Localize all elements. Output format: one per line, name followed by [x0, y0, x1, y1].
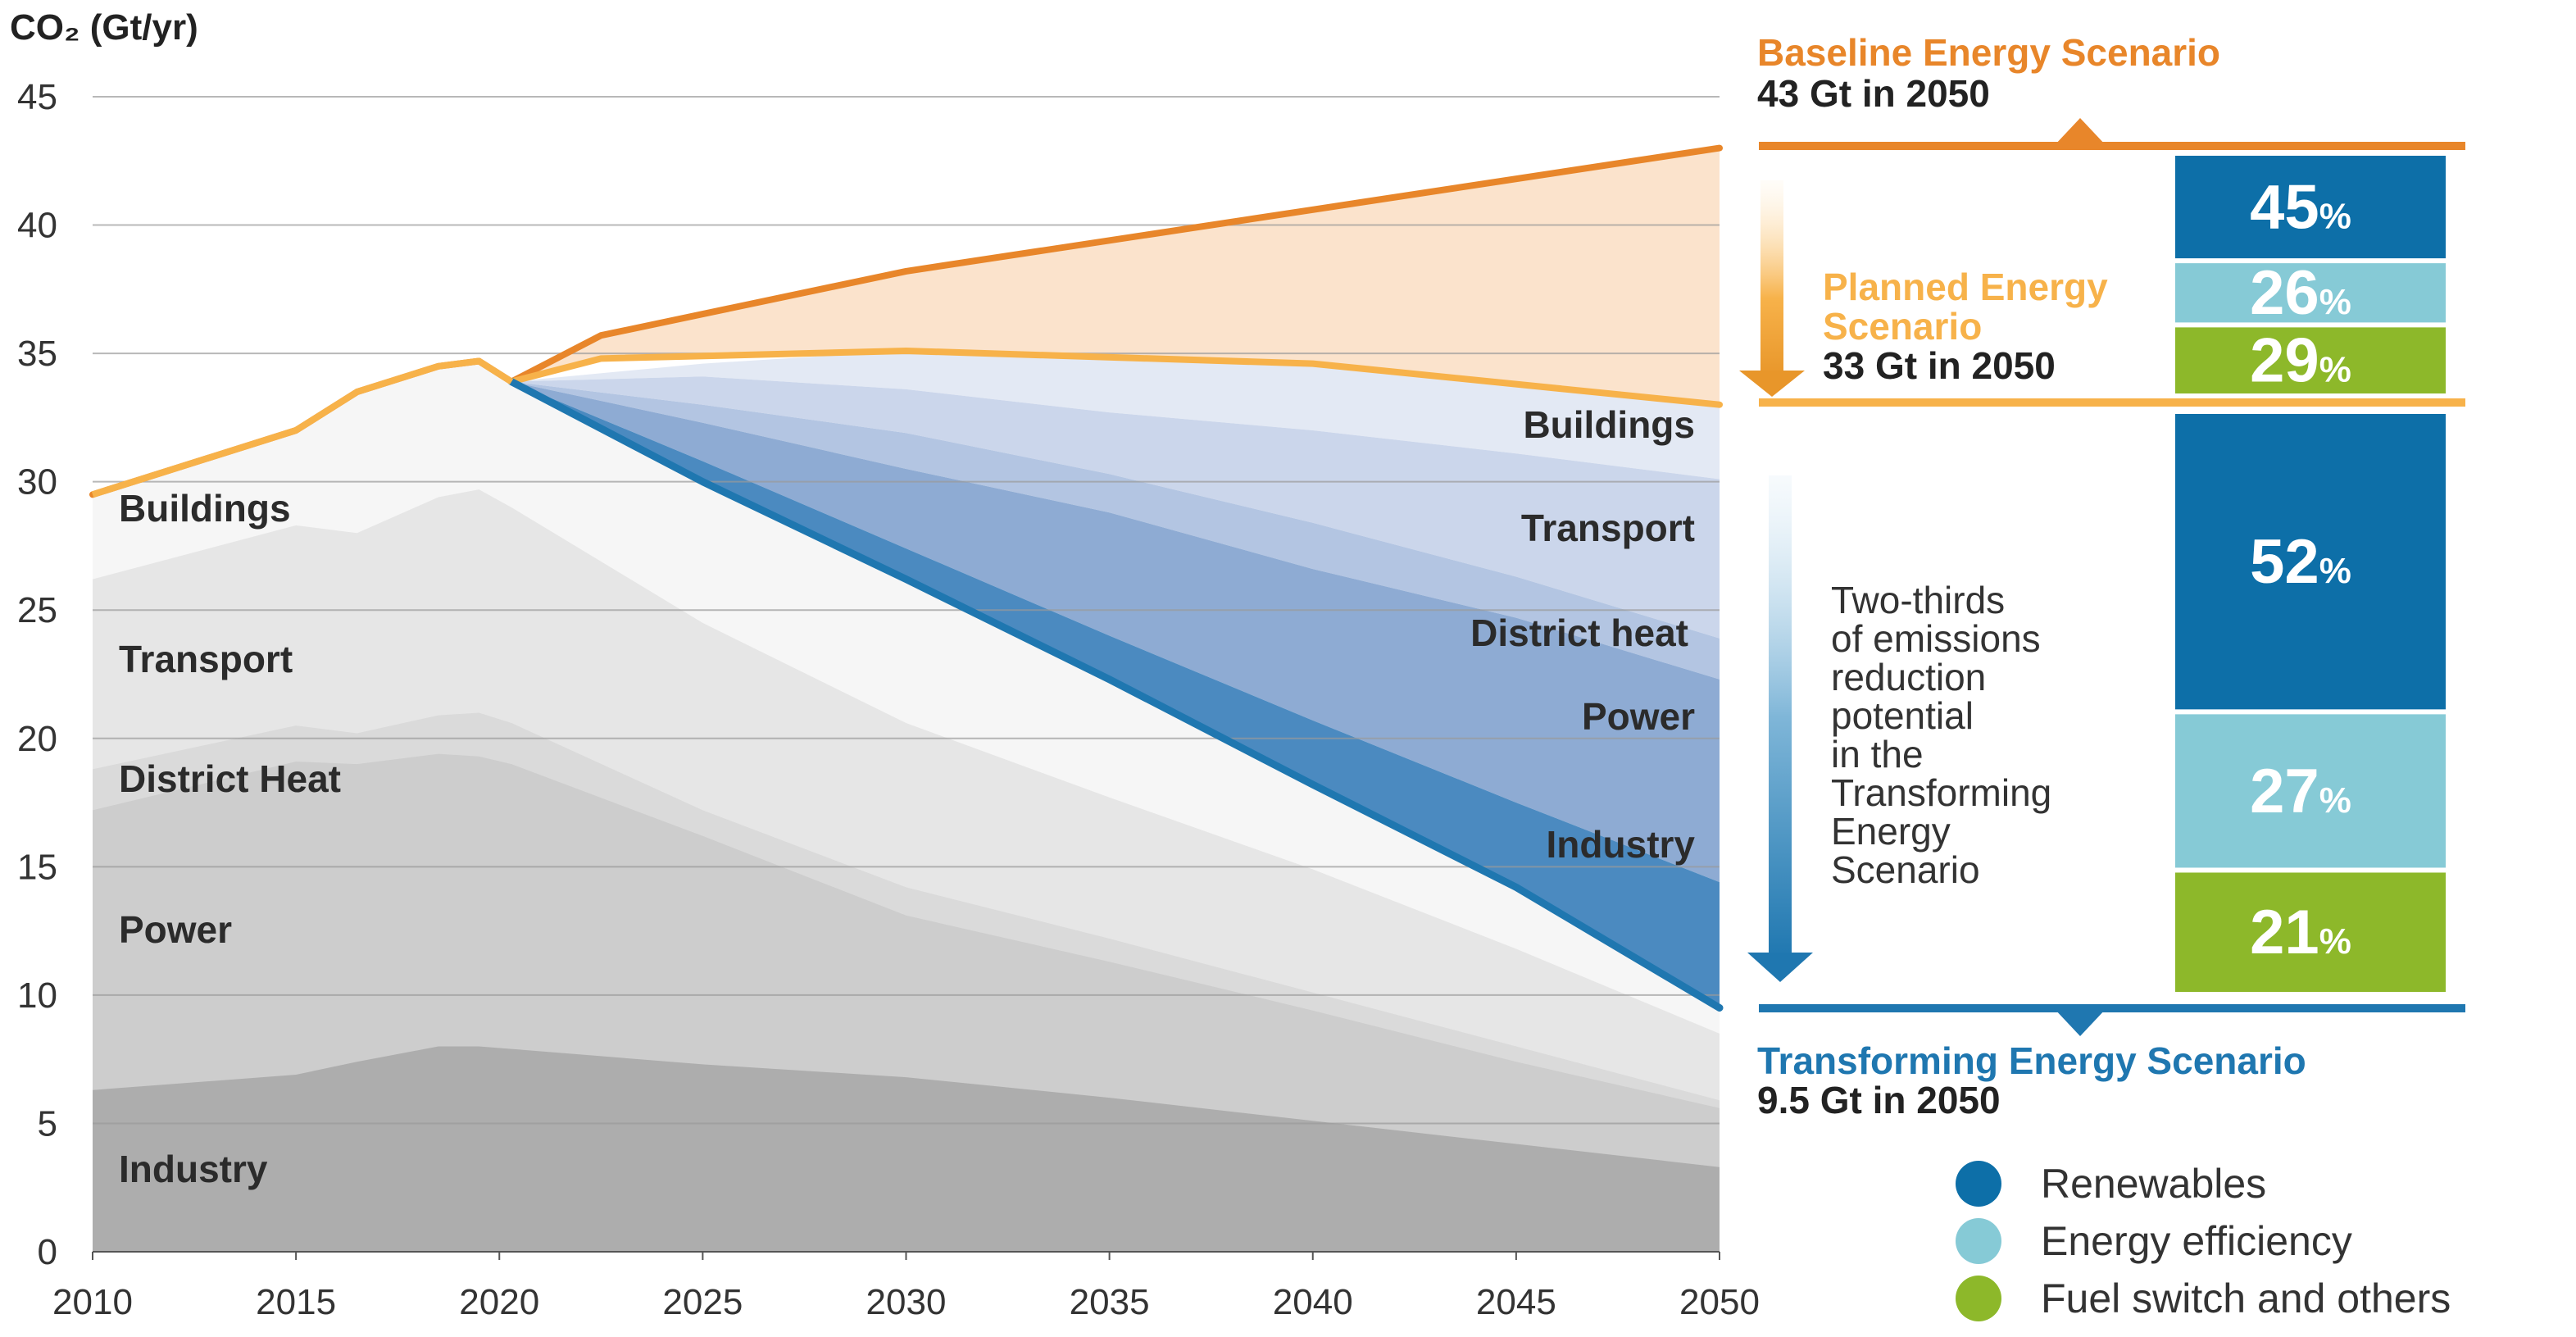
x-tick-2045: 2045 — [1476, 1282, 1556, 1322]
transforming-bracket-notch — [2054, 1008, 2106, 1036]
transforming-arrow-head — [1747, 953, 1813, 982]
note-line: Scenario — [1831, 848, 1980, 891]
note-line: potential — [1831, 694, 1974, 737]
y-tick-40: 40 — [17, 206, 57, 246]
band-power — [511, 381, 1720, 883]
transforming-subtitle: 9.5 Gt in 2050 — [1757, 1079, 2001, 1121]
contribution-bars: 45%26%29%52%27%21% — [2175, 156, 2446, 992]
percent-sign: % — [2319, 197, 2351, 237]
note-line: in the — [1831, 733, 1924, 775]
percent-sign: % — [2319, 350, 2351, 390]
legend-label-energy-efficiency: Energy efficiency — [2041, 1218, 2352, 1264]
band-transport — [511, 376, 1720, 639]
y-tick-15: 15 — [17, 847, 57, 887]
note-line: Energy — [1831, 810, 1951, 853]
transforming-arrow-shaft — [1769, 475, 1792, 959]
bar-upper-renewables — [2175, 156, 2446, 259]
band-buildings — [511, 351, 1720, 480]
percent-sign: % — [2319, 780, 2351, 821]
baseline-title: Baseline Energy Scenario — [1757, 31, 2220, 74]
bar-upper-energy-efficiency — [2175, 263, 2446, 323]
y-tick-25: 25 — [17, 590, 57, 630]
note-line: reduction — [1831, 656, 1986, 698]
planned-arrow-shaft — [1760, 180, 1783, 377]
area-layer — [93, 148, 1720, 1252]
label-right-industry: Industry — [1547, 823, 1696, 866]
legend-dot-renewables — [1956, 1161, 2001, 1207]
planned-title-line1: Planned Energy — [1823, 266, 2108, 308]
area-industry — [93, 1046, 1720, 1252]
percent-sign: % — [2319, 282, 2351, 322]
x-tick-2050: 2050 — [1679, 1282, 1760, 1322]
percent-sign: % — [2319, 551, 2351, 591]
x-tick-2015: 2015 — [256, 1282, 336, 1322]
y-tick-0: 0 — [38, 1232, 57, 1272]
y-tick-45: 45 — [17, 77, 57, 117]
legend-label-renewables: Renewables — [2041, 1161, 2266, 1207]
legend-dot-energy-efficiency — [1956, 1218, 2001, 1264]
bar-lower-renewables — [2175, 414, 2446, 710]
planned-subtitle: 33 Gt in 2050 — [1823, 344, 2056, 387]
bar-lower-energy-efficiency-label: 27% — [2250, 757, 2351, 826]
bar-upper-fuel-switch-label: 29% — [2250, 326, 2351, 396]
bar-lower-fuel-switch — [2175, 872, 2446, 992]
y-tick-5: 5 — [38, 1103, 57, 1144]
x-tick-2025: 2025 — [662, 1282, 743, 1322]
percent-sign: % — [2319, 921, 2351, 962]
label-left-transport: Transport — [119, 638, 293, 680]
note-line: of emissions — [1831, 617, 2041, 660]
label-left-buildings: Buildings — [119, 487, 291, 530]
legend-dot-fuel-switch — [1956, 1276, 2001, 1321]
y-tick-30: 30 — [17, 462, 57, 503]
planned-title-line2: Scenario — [1823, 305, 1982, 348]
y-axis-title: CO₂ (Gt/yr) — [10, 7, 198, 48]
line-historical-emissions — [91, 357, 514, 498]
area-baseline-gap — [511, 148, 1720, 405]
label-left-industry: Industry — [119, 1148, 268, 1190]
label-right-district-heat: District heat — [1470, 612, 1688, 654]
label-right-buildings: Buildings — [1523, 403, 1695, 446]
y-tick-20: 20 — [17, 719, 57, 759]
legend-label-fuel-switch: Fuel switch and others — [2041, 1276, 2451, 1321]
bar-lower-energy-efficiency — [2175, 714, 2446, 868]
line-transforming-energy-scenario — [507, 378, 1724, 1012]
note-line: Two-thirds — [1831, 579, 2005, 621]
baseline-bracket-notch — [2054, 118, 2106, 146]
x-tick-2020: 2020 — [459, 1282, 539, 1322]
label-right-transport: Transport — [1521, 507, 1695, 549]
label-left-power: Power — [119, 908, 232, 951]
bar-upper-renewables-label: 45% — [2250, 173, 2351, 243]
bar-upper-fuel-switch — [2175, 327, 2446, 393]
planned-arrow-head — [1739, 371, 1805, 397]
line-planned-energy-scenario — [508, 348, 1723, 408]
x-tick-2030: 2030 — [866, 1282, 947, 1322]
y-tick-35: 35 — [17, 334, 57, 374]
scenario-lines — [89, 144, 1724, 1012]
y-tick-10: 10 — [17, 975, 57, 1016]
x-tick-2010: 2010 — [52, 1282, 133, 1322]
label-right-power: Power — [1582, 695, 1695, 738]
legend: Renewables Energy efficiency Fuel switch a… — [1956, 1161, 2451, 1321]
x-tick-2035: 2035 — [1070, 1282, 1150, 1322]
label-left-district-heat: District Heat — [119, 757, 341, 800]
x-tick-2040: 2040 — [1273, 1282, 1353, 1322]
note-line: Transforming — [1831, 771, 2051, 814]
baseline-subtitle: 43 Gt in 2050 — [1757, 72, 1990, 115]
transforming-title: Transforming Energy Scenario — [1757, 1039, 2306, 1082]
